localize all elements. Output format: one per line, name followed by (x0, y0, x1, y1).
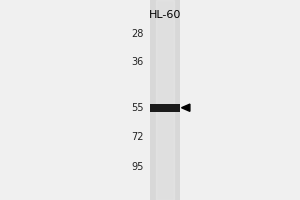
Text: 28: 28 (132, 29, 144, 39)
Text: 72: 72 (131, 132, 144, 142)
Text: 55: 55 (131, 103, 144, 113)
Text: 36: 36 (132, 57, 144, 67)
Text: HL-60: HL-60 (149, 10, 181, 20)
Bar (150, 104, 180, 112)
Polygon shape (182, 104, 190, 111)
Text: 95: 95 (132, 162, 144, 172)
Bar (150, 0, 180, 200)
